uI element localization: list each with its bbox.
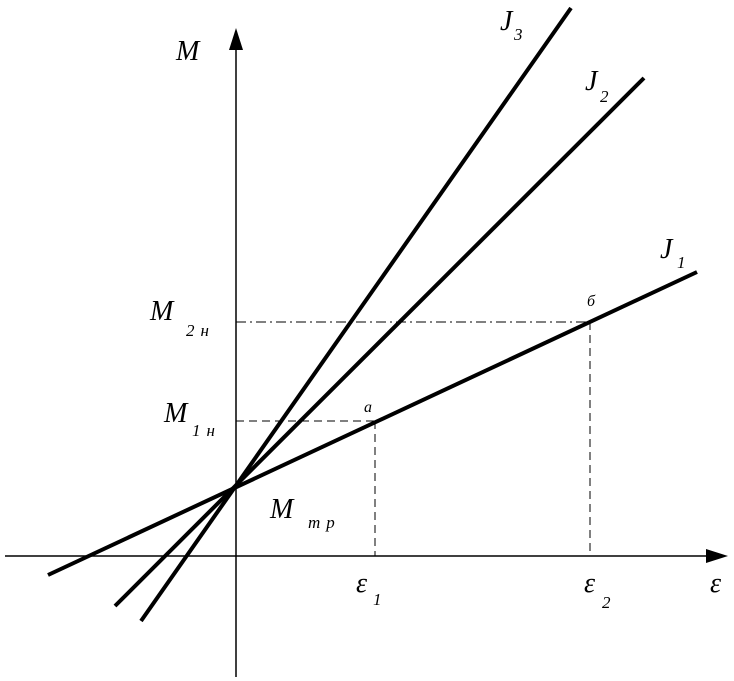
y-axis-label: M <box>175 36 201 67</box>
line-j2 <box>113 76 646 608</box>
x-mark-label: ε <box>356 568 367 599</box>
line-label: J <box>585 66 599 97</box>
point-label: а <box>364 399 372 416</box>
level-sub: 2н <box>186 321 215 340</box>
x-arrow <box>706 549 728 563</box>
x-mark-label: ε <box>584 568 595 599</box>
y-arrow <box>229 28 243 50</box>
line-j1 <box>47 270 698 577</box>
line-j3 <box>139 6 573 623</box>
level-label: M <box>149 296 175 327</box>
line-sub: 3 <box>513 25 529 44</box>
line-label: J <box>500 6 514 37</box>
line-label: J <box>660 234 674 265</box>
level-label: M <box>163 398 189 429</box>
origin-label: M <box>269 494 295 525</box>
x-mark-sub: 1 <box>373 590 388 609</box>
line-sub: 2 <box>600 87 615 106</box>
level-sub: 1н <box>192 421 221 440</box>
point-label: б <box>587 293 596 310</box>
x-axis-label: ε <box>710 568 721 599</box>
line-sub: 1 <box>677 253 692 272</box>
x-mark-sub: 2 <box>602 593 617 612</box>
origin-sub: тр <box>308 513 341 532</box>
